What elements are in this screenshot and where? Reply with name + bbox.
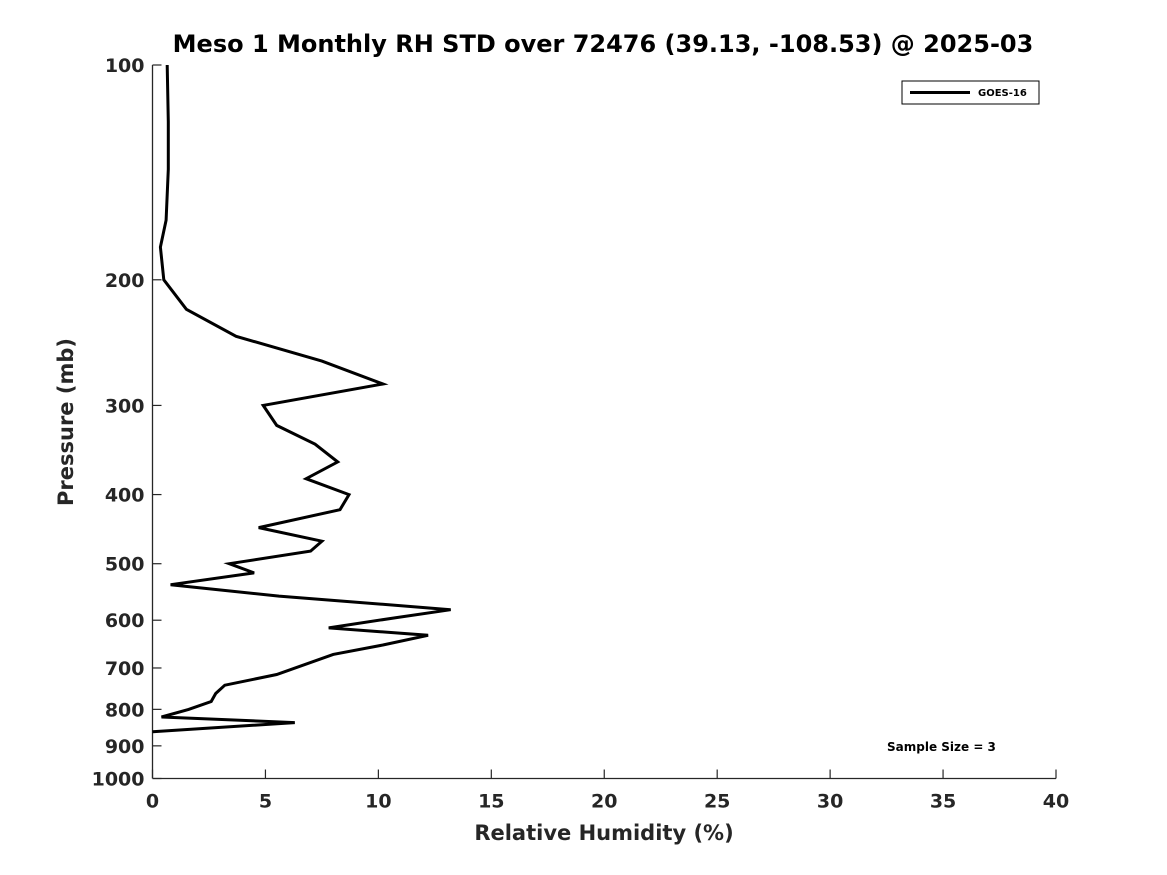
- series-layer: [152, 64, 451, 734]
- y-tick-label: 300: [105, 395, 145, 417]
- y-tick-label: 700: [105, 658, 145, 680]
- x-tick-label: 40: [1043, 791, 1069, 813]
- chart-title: Meso 1 Monthly RH STD over 72476 (39.13,…: [173, 30, 1034, 58]
- legend: GOES-16: [901, 80, 1040, 105]
- sample-size-annotation: Sample Size = 3: [887, 740, 996, 754]
- x-tick-label: 15: [478, 791, 504, 813]
- x-tick-label: 30: [817, 791, 843, 813]
- x-tick-label: 0: [146, 791, 159, 813]
- y-tick-label: 100: [105, 55, 145, 77]
- y-tick-label: 400: [105, 485, 145, 507]
- y-tick-label: 600: [105, 610, 145, 632]
- x-ticks: 0 5 10 15 20 25 30 35 40: [146, 769, 1069, 813]
- x-tick-label: 5: [259, 791, 272, 813]
- y-axis-label: Pressure (mb): [54, 338, 78, 506]
- y-tick-label: 500: [105, 554, 145, 576]
- plot-area: 0 5 10 15 20 25 30 35 40 100 200 300 400 500 600 700 80…: [92, 55, 1070, 813]
- legend-label-goes-16: GOES-16: [978, 88, 1027, 99]
- x-tick-label: 35: [930, 791, 956, 813]
- x-axis-label: Relative Humidity (%): [474, 821, 733, 845]
- y-tick-label: 1000: [92, 769, 145, 791]
- series-line-goes-16: [152, 64, 451, 734]
- y-tick-label: 800: [105, 699, 145, 721]
- y-tick-label: 200: [105, 270, 145, 292]
- y-tick-label: 900: [105, 736, 145, 758]
- x-tick-label: 20: [591, 791, 617, 813]
- x-tick-label: 10: [365, 791, 391, 813]
- y-ticks: 100 200 300 400 500 600 700 800 900 1000: [92, 55, 162, 791]
- legend-box: [901, 80, 1040, 105]
- x-tick-label: 25: [704, 791, 730, 813]
